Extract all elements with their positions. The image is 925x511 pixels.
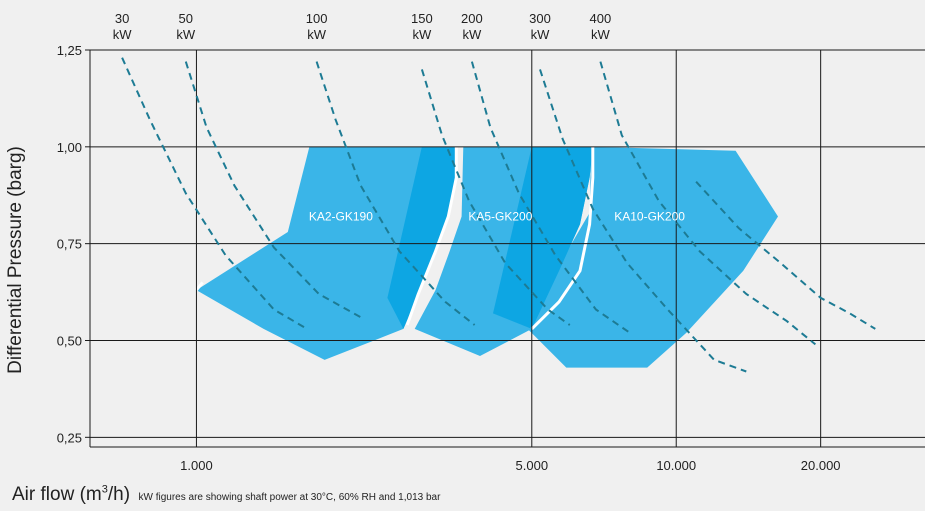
power-curve-30 xyxy=(121,57,308,330)
grid-lines xyxy=(90,49,925,447)
region-label-ka10-gk200: KA10-GK200 xyxy=(614,210,685,224)
power-curve-50 xyxy=(184,61,362,319)
y-tick-label-4: 1,25 xyxy=(57,43,82,58)
power-label-unit-200: kW xyxy=(462,27,482,42)
y-tick-label-1: 0,50 xyxy=(57,333,82,348)
power-label-value-100: 100 xyxy=(306,11,328,26)
power-label-value-30: 30 xyxy=(115,11,129,26)
axes: 0,25 0,50 0,75 1,00 1,25 1.000 5.000 10.000 20.0… xyxy=(57,43,925,473)
region-overlap-1 xyxy=(387,146,457,329)
region-overlaps xyxy=(387,146,593,329)
y-axis-title: Differential Pressure (barg) xyxy=(5,146,26,374)
power-label-value-200: 200 xyxy=(461,11,483,26)
footnote: kW figures are showing shaft power at 30… xyxy=(138,492,441,504)
power-label-unit-150: kW xyxy=(412,27,432,42)
y-tick-label-0: 0,25 xyxy=(57,430,82,445)
region-ka2-gk190 xyxy=(196,146,457,360)
y-tick-label-3: 1,00 xyxy=(57,140,82,155)
region-label-ka5-gk200: KA5-GK200 xyxy=(468,210,532,224)
power-curves xyxy=(121,57,876,373)
x-tick-label-0: 1.000 xyxy=(180,458,213,473)
power-curve-300 xyxy=(539,69,747,373)
power-label-unit-30: kW xyxy=(113,27,133,42)
power-label-unit-100: kW xyxy=(307,27,327,42)
power-curve-400 xyxy=(599,61,817,346)
power-curve-100 xyxy=(315,61,476,326)
power-label-value-150: 150 xyxy=(411,11,433,26)
power-label-value-400: 400 xyxy=(590,11,612,26)
power-label-value-50: 50 xyxy=(179,11,193,26)
power-label-unit-300: kW xyxy=(531,27,551,42)
region-label-ka2-gk190: KA2-GK190 xyxy=(309,210,373,224)
x-tick-label-2: 10.000 xyxy=(656,458,696,473)
x-tick-label-1: 5.000 xyxy=(516,458,549,473)
region-boundary-3 xyxy=(530,146,595,330)
region-boundary-1 xyxy=(195,281,204,292)
power-curve-extra-7 xyxy=(695,181,876,330)
power-label-value-300: 300 xyxy=(529,11,551,26)
region-boundary-2 xyxy=(405,146,458,326)
power-curve-150 xyxy=(420,69,571,326)
power-label-unit-400: kW xyxy=(591,27,611,42)
region-boundaries xyxy=(195,146,595,330)
y-tick-label-2: 0,75 xyxy=(57,237,82,252)
power-label-unit-50: kW xyxy=(176,27,196,42)
x-axis-title: Air flow (m3/h) xyxy=(12,484,131,506)
region-overlap-2 xyxy=(493,146,593,329)
x-tick-label-3: 20.000 xyxy=(801,458,841,473)
region-labels: KA2-GK190 KA5-GK200 KA10-GK200 xyxy=(309,210,685,224)
chart-footer: Air flow (m3/h) kW figures are showing s… xyxy=(12,484,440,506)
